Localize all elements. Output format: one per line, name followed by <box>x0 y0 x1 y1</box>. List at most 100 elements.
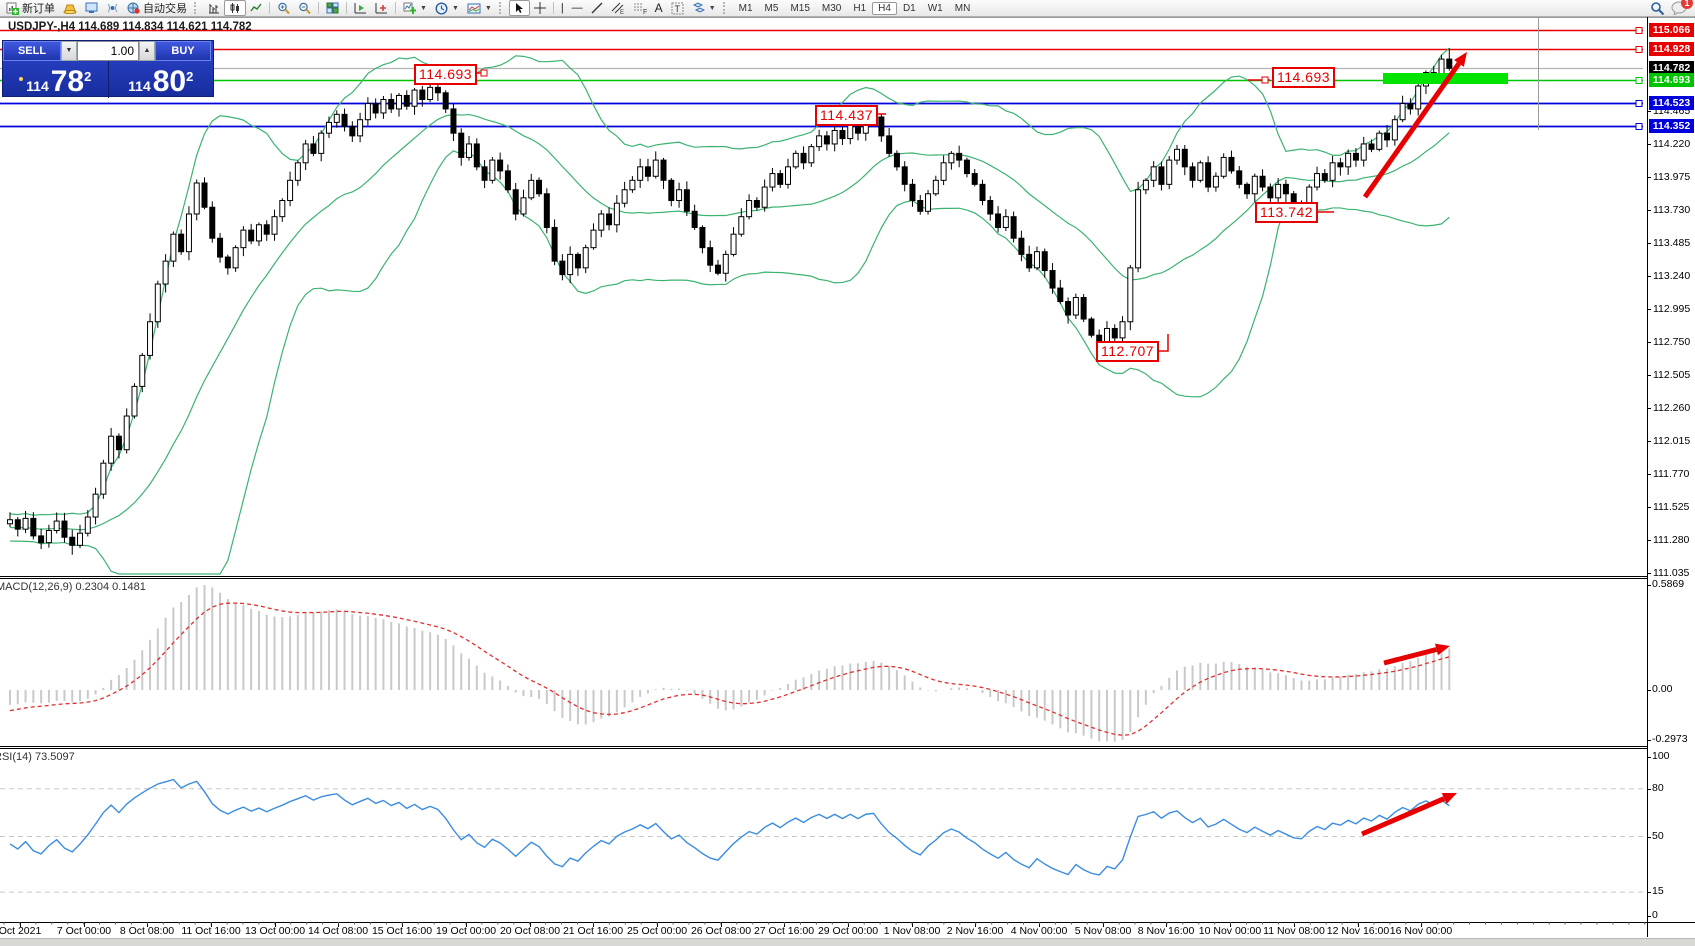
rsi-scale-label: 0 <box>1652 909 1658 921</box>
timeframe-W1[interactable]: W1 <box>927 2 943 14</box>
price-dot-icon <box>19 76 24 81</box>
price-annotation-label[interactable]: 114.693 <box>414 64 478 85</box>
bar-chart-button[interactable] <box>204 1 224 16</box>
time-axis-label: 13 Oct 00:00 <box>244 925 306 937</box>
zoom-in-icon <box>278 2 290 14</box>
fibonacci-icon: F <box>633 3 647 14</box>
new-order-label: 新订单 <box>22 3 55 15</box>
time-axis-label: 14 Oct 08:00 <box>307 925 369 937</box>
ask-price[interactable]: 114 80 2 <box>109 61 214 98</box>
sell-button[interactable]: SELL <box>3 41 61 61</box>
price-annotation-label[interactable]: 114.437 <box>815 105 879 126</box>
timeframe-H4[interactable]: H4 <box>872 1 897 15</box>
price-tick-label: 112.750 <box>1653 336 1691 348</box>
time-axis-label: 1 Nov 08:00 <box>883 925 941 937</box>
time-axis-label: 29 Oct 00:00 <box>817 925 879 937</box>
ask-small: 114 <box>128 78 151 94</box>
tile-windows-icon <box>326 2 339 14</box>
notifications-button[interactable]: 1 <box>1671 0 1693 15</box>
zoom-in-button[interactable] <box>273 1 294 16</box>
fibonacci-button[interactable]: F <box>629 1 651 16</box>
price-annotation-label[interactable]: 113.742 <box>1255 202 1319 223</box>
svg-text:E: E <box>620 10 624 14</box>
buy-button[interactable]: BUY <box>155 41 211 61</box>
price-tick-label: 114.220 <box>1653 138 1691 150</box>
timeframe-M5[interactable]: M5 <box>764 2 779 14</box>
time-axis-label: 7 Oct 00:00 <box>56 925 112 937</box>
shapes-button[interactable]: ▼ <box>688 1 720 16</box>
tile-windows-button[interactable] <box>322 1 343 16</box>
ask-big: 80 <box>152 65 187 98</box>
time-axis-label: 19 Oct 00:00 <box>435 925 497 937</box>
timeframe-M15[interactable]: M15 <box>790 2 810 14</box>
new-order-button[interactable]: 新订单 <box>2 1 59 16</box>
horizontal-line-button[interactable]: — <box>568 1 587 16</box>
zoom-out-button[interactable] <box>294 1 315 16</box>
periods-button[interactable]: ▼ <box>431 1 463 16</box>
volume-input[interactable]: 1.00 <box>77 41 139 61</box>
candlestick-chart-icon <box>230 3 239 13</box>
cursor-button[interactable] <box>508 0 530 16</box>
volume-up-button[interactable]: ▲ <box>139 41 155 61</box>
timeframe-M1[interactable]: M1 <box>738 2 753 14</box>
indicators-add-icon <box>403 2 416 14</box>
trend-line-button[interactable] <box>587 1 607 16</box>
timeframe-MN[interactable]: MN <box>954 2 971 14</box>
svg-text:T: T <box>674 4 680 14</box>
toolbar-separator <box>346 2 347 14</box>
crosshair-button[interactable] <box>530 1 550 16</box>
timeframe-M30[interactable]: M30 <box>821 2 842 14</box>
chart-shift-icon <box>375 3 387 14</box>
rsi-scale-label: 15 <box>1652 885 1664 897</box>
price-tick-label: 113.240 <box>1653 270 1691 282</box>
one-click-prices: 114 78 2 114 80 2 <box>3 61 213 98</box>
zoom-out-icon <box>299 2 311 14</box>
vertical-line-button[interactable]: | <box>557 1 568 16</box>
timeframe-H1[interactable]: H1 <box>853 2 867 14</box>
price-tick-label: 111.525 <box>1653 501 1690 513</box>
time-axis-label: 27 Oct 16:00 <box>753 925 815 937</box>
price-annotation-label[interactable]: 114.693 <box>1272 67 1336 88</box>
auto-trading-icon <box>127 2 140 14</box>
svg-text:F: F <box>643 9 647 14</box>
auto-trading-label: 自动交易 <box>143 3 187 15</box>
volume-down-button[interactable]: ▼ <box>61 41 77 61</box>
search-icon[interactable] <box>1650 1 1665 16</box>
signals-button[interactable] <box>102 1 123 16</box>
chart-shift-button[interactable] <box>371 1 392 16</box>
rsi-scale-label: 80 <box>1652 782 1664 794</box>
bid-sup: 2 <box>84 69 92 84</box>
history-button[interactable] <box>59 1 81 16</box>
bid-small: 114 <box>26 78 49 94</box>
cursor-icon <box>515 3 523 13</box>
channel-button[interactable]: E <box>607 1 629 16</box>
templates-button[interactable]: ▼ <box>463 1 496 16</box>
auto-scroll-button[interactable] <box>350 1 371 16</box>
macd-scale-bottom: -0.2973 <box>1652 733 1688 745</box>
trend-line-icon <box>591 2 603 14</box>
toolbar-separator <box>552 2 554 14</box>
candle-chart-button[interactable] <box>224 0 246 16</box>
auto-trading-button[interactable]: 自动交易 <box>123 1 191 16</box>
dropdown-caret: ▼ <box>484 4 492 12</box>
text-label-button[interactable]: T <box>667 1 688 16</box>
price-tick-label: 113.975 <box>1653 171 1691 183</box>
line-chart-button[interactable] <box>246 1 266 16</box>
indicators-button[interactable]: ▼ <box>399 1 431 16</box>
timeframe-D1[interactable]: D1 <box>902 2 916 14</box>
chart-ohlc-title: USDJPY-,H4 114.689 114.834 114.621 114.7… <box>8 21 252 33</box>
text-button[interactable]: A <box>651 1 667 16</box>
time-axis-label: 5 Nov 08:00 <box>1074 925 1132 937</box>
shapes-icon <box>692 2 705 13</box>
price-tick-label: 111.280 <box>1653 534 1690 546</box>
market-watch-button[interactable] <box>81 1 102 16</box>
price-annotation-label[interactable]: 112.707 <box>1096 341 1160 362</box>
time-axis-label: 11 Nov 08:00 <box>1263 925 1325 937</box>
price-tick-label: 113.730 <box>1653 204 1691 216</box>
bid-price[interactable]: 114 78 2 <box>3 61 109 98</box>
monitor-icon <box>85 2 98 13</box>
macd-scale-zero: 0.00 <box>1652 683 1673 695</box>
rsi-label: RSI(14) 73.5097 <box>0 751 75 763</box>
rsi-scale-label: 50 <box>1652 830 1664 842</box>
